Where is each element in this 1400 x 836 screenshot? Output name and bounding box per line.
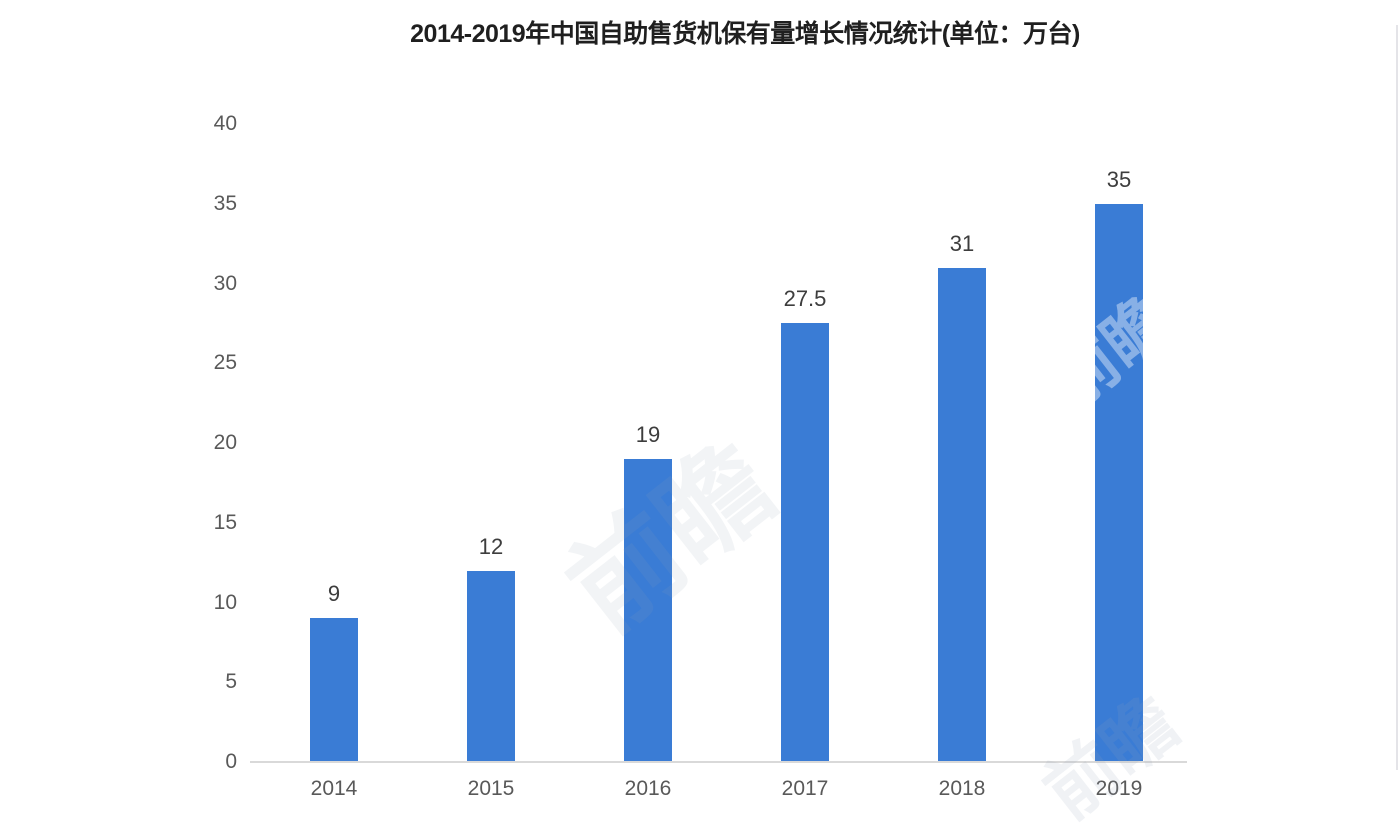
x-tick-label-2015: 2015 [467, 777, 515, 800]
y-tick-label: 0 [225, 750, 237, 773]
y-tick-label: 40 [213, 112, 237, 135]
value-label-2016: 19 [635, 421, 661, 447]
x-tick-label-2014: 2014 [310, 777, 358, 800]
x-tick-label-2017: 2017 [781, 777, 829, 800]
y-tick-label: 15 [213, 510, 237, 534]
bar-2016 [624, 458, 672, 762]
value-label-2017: 27.5 [783, 286, 827, 312]
bar-2017 [781, 323, 829, 762]
x-tick-label-2016: 2016 [624, 777, 672, 800]
x-axis-line [250, 761, 1187, 763]
bar-2014 [310, 618, 358, 762]
bar-2019 [1095, 203, 1143, 762]
x-tick-label-2019: 2019 [1095, 777, 1143, 800]
y-tick-label: 30 [213, 271, 237, 295]
value-label-2014: 9 [327, 581, 341, 607]
value-label-2018: 31 [949, 230, 975, 256]
y-tick-label: 10 [213, 590, 237, 614]
y-tick-label: 35 [213, 191, 237, 215]
value-label-2019: 35 [1106, 166, 1132, 192]
chart-title: 2014-2019年中国自助售货机保有量增长情况统计(单位：万台) [410, 20, 1080, 48]
bar-2015 [467, 570, 515, 762]
image-right-border [1396, 25, 1398, 770]
y-tick-label: 5 [225, 670, 237, 694]
value-label-2015: 12 [478, 533, 504, 559]
x-tick-label-2018: 2018 [938, 777, 986, 800]
bar-2018 [938, 267, 986, 762]
y-tick-label: 20 [213, 431, 237, 454]
y-tick-label: 25 [213, 351, 237, 375]
